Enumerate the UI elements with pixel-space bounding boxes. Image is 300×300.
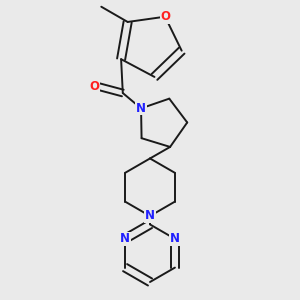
- Text: O: O: [89, 80, 99, 93]
- Text: N: N: [145, 209, 155, 223]
- Text: N: N: [170, 232, 180, 245]
- Text: N: N: [120, 232, 130, 245]
- Text: O: O: [160, 10, 170, 23]
- Text: N: N: [136, 102, 146, 115]
